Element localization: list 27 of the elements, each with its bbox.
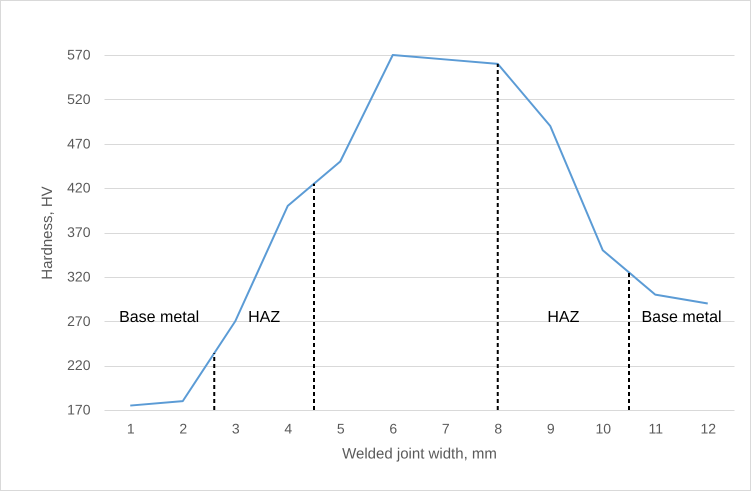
annotation: HAZ bbox=[547, 309, 580, 326]
x-tick-label: 5 bbox=[336, 420, 345, 436]
y-tick-label: 420 bbox=[67, 180, 91, 196]
y-tick-label: 470 bbox=[67, 135, 91, 152]
x-tick-label: 9 bbox=[546, 420, 555, 436]
y-tick-label: 170 bbox=[67, 402, 91, 418]
y-tick-label: 570 bbox=[67, 46, 91, 62]
y-axis-title: Hardness, HV bbox=[39, 186, 56, 280]
y-tick-label: 520 bbox=[67, 90, 91, 107]
x-tick-label: 2 bbox=[179, 420, 188, 436]
x-tick-label: 7 bbox=[442, 420, 450, 436]
x-tick-label: 11 bbox=[648, 420, 664, 436]
x-tick-label: 4 bbox=[284, 420, 292, 436]
x-tick-label: 12 bbox=[700, 420, 716, 436]
x-tick-label: 3 bbox=[232, 420, 240, 436]
x-tick-label: 8 bbox=[494, 420, 502, 436]
y-tick-label: 270 bbox=[67, 312, 91, 329]
y-tick-label: 320 bbox=[67, 268, 91, 284]
annotation: Base metal bbox=[641, 309, 722, 326]
x-tick-label: 10 bbox=[595, 420, 612, 436]
y-tick-label: 220 bbox=[67, 357, 91, 374]
x-axis-title: Welded joint width, mm bbox=[342, 446, 497, 462]
x-tick-label: 1 bbox=[126, 420, 135, 436]
x-tick-label: 6 bbox=[389, 420, 398, 436]
annotation: HAZ bbox=[248, 309, 280, 326]
annotation: Base metal bbox=[119, 309, 200, 326]
y-tick-label: 370 bbox=[67, 224, 91, 240]
